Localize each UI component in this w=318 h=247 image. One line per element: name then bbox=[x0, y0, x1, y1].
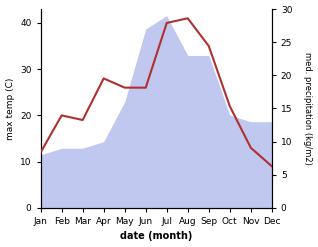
X-axis label: date (month): date (month) bbox=[120, 231, 192, 242]
Y-axis label: max temp (C): max temp (C) bbox=[5, 77, 15, 140]
Y-axis label: med. precipitation (kg/m2): med. precipitation (kg/m2) bbox=[303, 52, 313, 165]
